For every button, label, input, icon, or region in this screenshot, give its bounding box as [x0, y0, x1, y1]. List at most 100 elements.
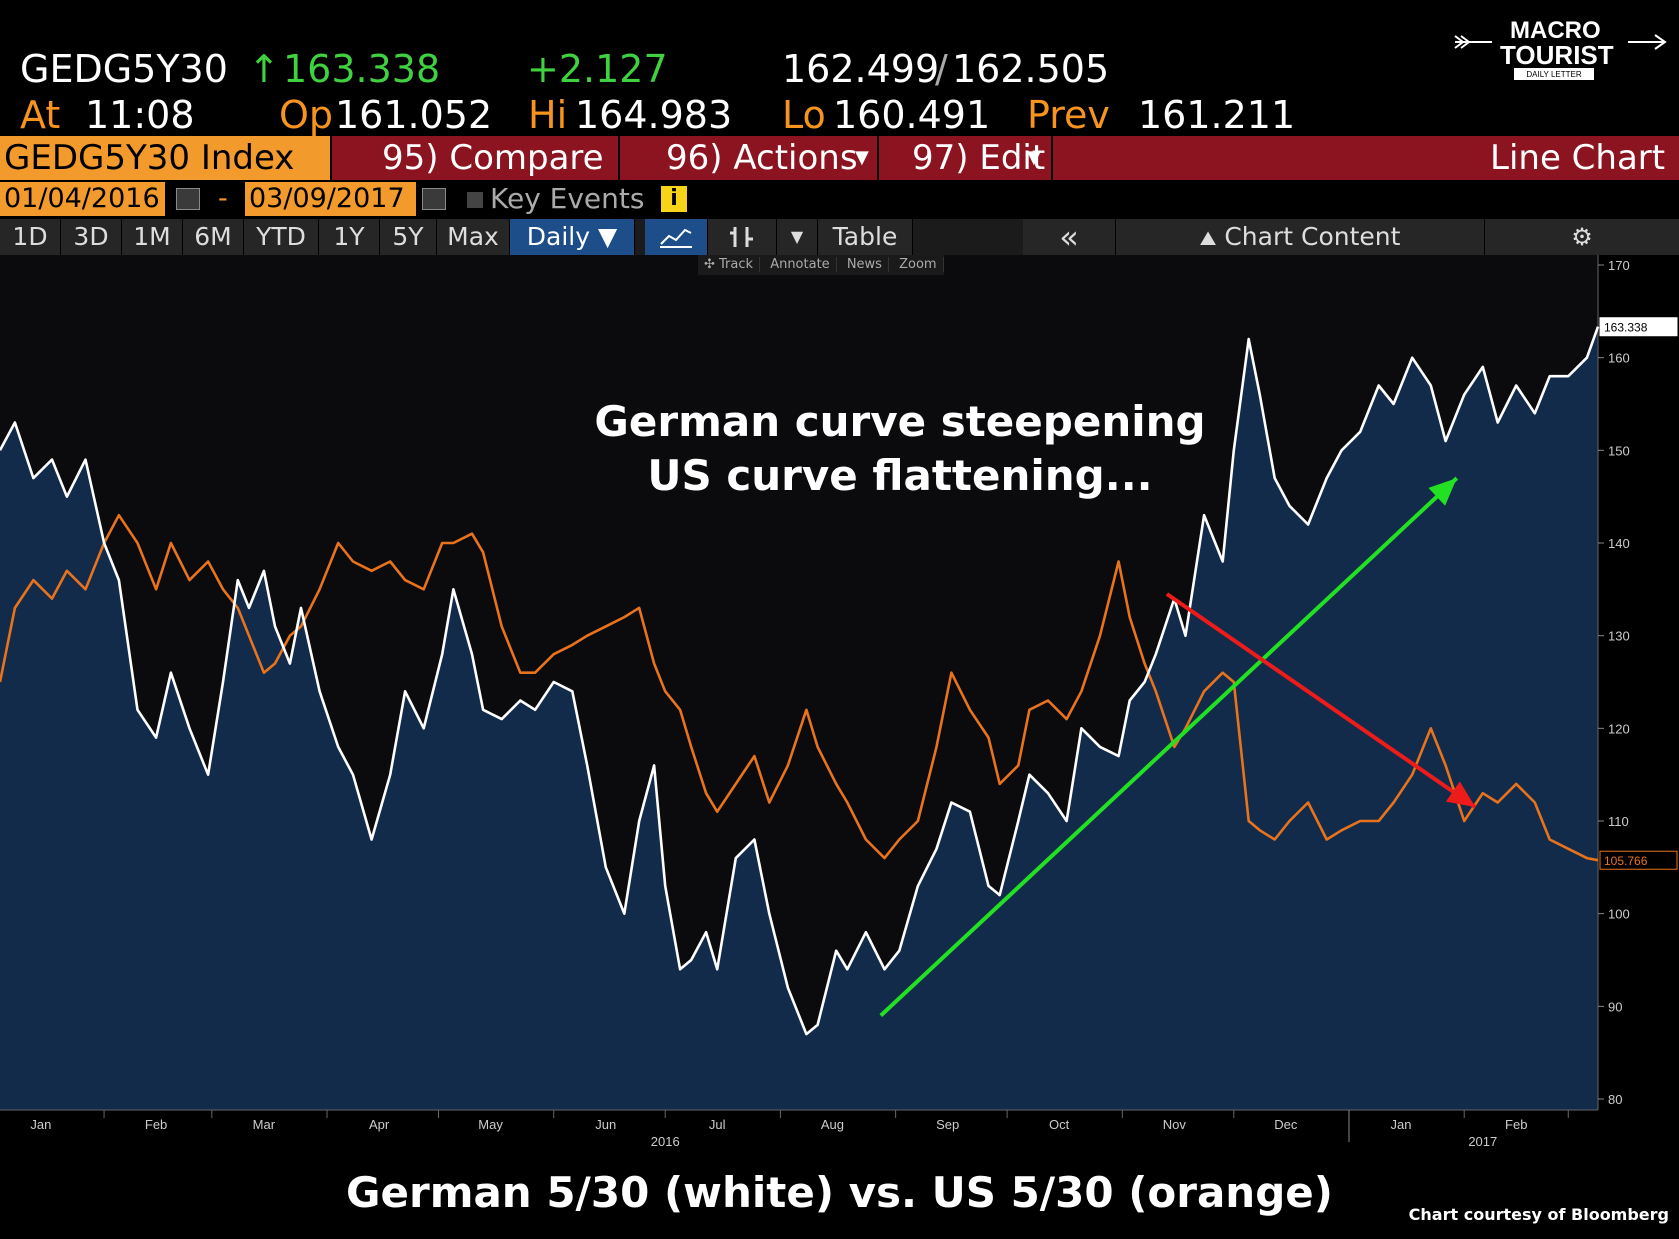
x-tick-label: Apr: [369, 1117, 390, 1132]
svg-text:TOURIST: TOURIST: [1500, 40, 1614, 70]
y-axis-panel: [1598, 255, 1679, 1169]
prev-label: Prev: [1027, 93, 1110, 137]
trend-arrow-line: [879, 476, 1459, 1018]
calendar-icon[interactable]: [422, 188, 446, 210]
period-ytd-button[interactable]: YTD: [244, 219, 319, 255]
y-tick-label: 150: [1608, 443, 1630, 458]
divider: [330, 136, 332, 180]
edit-menu[interactable]: 97) Edit: [912, 138, 1046, 178]
x-tick-label: Jul: [709, 1117, 726, 1132]
time-label: At: [20, 93, 61, 137]
area-fill: [0, 326, 1598, 1110]
date-dash: -: [218, 183, 228, 214]
key-events-checkbox[interactable]: [467, 192, 483, 208]
key-events-label: Key Events: [490, 182, 645, 215]
info-icon[interactable]: i: [661, 186, 687, 212]
end-date-field[interactable]: 03/09/2017: [245, 182, 416, 216]
x-tick-label: Sep: [936, 1117, 959, 1132]
x-tick-label: Dec: [1274, 1117, 1298, 1132]
divider: [618, 136, 620, 180]
open-label: Op: [279, 93, 334, 137]
last-value-label: 105.766: [1604, 854, 1648, 868]
bid-price: 162.499: [782, 47, 940, 91]
trend-arrowhead: [1428, 478, 1457, 506]
series-line: [0, 326, 1600, 1036]
security-field[interactable]: GEDG5Y30 Index: [0, 136, 330, 180]
news-tool[interactable]: News: [840, 257, 889, 272]
divider: [877, 136, 879, 180]
line-chart-icon[interactable]: [645, 219, 708, 255]
y-tick-label: 130: [1608, 629, 1630, 644]
low-price: 160.491: [833, 93, 991, 137]
quote-time: 11:08: [85, 93, 195, 137]
edit-chevron-down-icon[interactable]: ▼: [1027, 147, 1041, 168]
calendar-icon[interactable]: [176, 188, 200, 210]
y-tick-label: 140: [1608, 536, 1630, 551]
period-1d-button[interactable]: 1D: [0, 219, 61, 255]
chart-caption: German 5/30 (white) vs. US 5/30 (orange): [346, 1168, 1333, 1217]
net-change: +2.127: [527, 47, 668, 91]
zoom-tool[interactable]: Zoom: [893, 257, 944, 272]
x-tick-label: May: [478, 1117, 503, 1132]
x-tick-label: Oct: [1049, 1117, 1070, 1132]
x-tick-label: Nov: [1163, 1117, 1187, 1132]
x-tick-label: Aug: [821, 1117, 844, 1132]
y-tick-label: 80: [1608, 1092, 1622, 1107]
chart-type-label[interactable]: Line Chart: [1490, 138, 1666, 178]
gear-icon[interactable]: ⚙: [1485, 219, 1679, 255]
period-3d-button[interactable]: 3D: [61, 219, 122, 255]
start-date-field[interactable]: 01/04/2016: [0, 182, 165, 216]
actions-chevron-down-icon[interactable]: ▼: [855, 147, 869, 168]
annotation-line-2: US curve flattening...: [647, 451, 1153, 500]
high-label: Hi: [528, 93, 568, 137]
low-label: Lo: [782, 93, 826, 137]
chevron-down-icon[interactable]: ▼: [777, 219, 818, 255]
trend-arrow-line: [1165, 592, 1477, 809]
macro-tourist-logo: MACRO TOURIST DAILY LETTER: [1450, 10, 1670, 85]
period-1m-button[interactable]: 1M: [122, 219, 183, 255]
annotate-tool[interactable]: Annotate: [764, 257, 837, 272]
period-1y-button[interactable]: 1Y: [319, 219, 380, 255]
frequency-select[interactable]: Daily ▼: [510, 219, 635, 255]
annotation-line-1: German curve steepening: [594, 397, 1206, 446]
last-value-box: [1599, 317, 1678, 337]
svg-text:DAILY LETTER: DAILY LETTER: [1526, 70, 1582, 79]
period-max-button[interactable]: Max: [437, 219, 510, 255]
actions-menu[interactable]: 96) Actions: [666, 138, 858, 178]
x-tick-label: Jan: [30, 1117, 51, 1132]
line-chart: 80 90 100 110 120 130 140 150 160 170 Jan Feb Mar Apr…: [0, 255, 1679, 1169]
last-price: 163.338: [283, 47, 441, 91]
svg-text:MACRO: MACRO: [1510, 17, 1601, 44]
x-tick-label: Feb: [145, 1117, 167, 1132]
series-line: [0, 513, 1599, 862]
x-tick-label: Feb: [1505, 1117, 1527, 1132]
chart-content-label: Chart Content: [1224, 222, 1401, 251]
divider: [1051, 136, 1053, 180]
last-value-label: 163.338: [1604, 321, 1648, 335]
y-tick-label: 170: [1608, 258, 1630, 273]
ask-price: 162.505: [952, 47, 1110, 91]
ticker-symbol: GEDG5Y30: [20, 47, 228, 91]
y-tick-label: 100: [1608, 907, 1630, 922]
table-button[interactable]: Table: [818, 219, 913, 255]
x-year-label: 2017: [1468, 1134, 1497, 1149]
chart-annotation: German curve steepening US curve flatten…: [560, 395, 1240, 503]
trend-arrowhead: [1445, 781, 1476, 808]
open-price: 161.052: [335, 93, 493, 137]
chart-content-button[interactable]: ⛰ Chart Content: [1116, 219, 1485, 255]
collapse-icon[interactable]: «: [1023, 219, 1116, 255]
period-5y-button[interactable]: 5Y: [380, 219, 437, 255]
x-year-label: 2016: [651, 1134, 680, 1149]
track-tool[interactable]: ✣ Track: [698, 257, 761, 272]
compare-menu[interactable]: 95) Compare: [382, 138, 604, 178]
bid-ask-separator: /: [935, 47, 948, 91]
last-value-box: [1599, 850, 1678, 870]
x-tick-label: Jun: [595, 1117, 616, 1132]
chart-tool-strip: ✣ Track Annotate News Zoom: [698, 255, 944, 275]
x-tick-label: Mar: [253, 1117, 276, 1132]
period-6m-button[interactable]: 6M: [183, 219, 244, 255]
high-price: 164.983: [575, 93, 733, 137]
bar-style-icon[interactable]: [708, 219, 777, 255]
y-tick-label: 160: [1608, 351, 1630, 366]
up-arrow-icon: ↑: [248, 47, 280, 91]
